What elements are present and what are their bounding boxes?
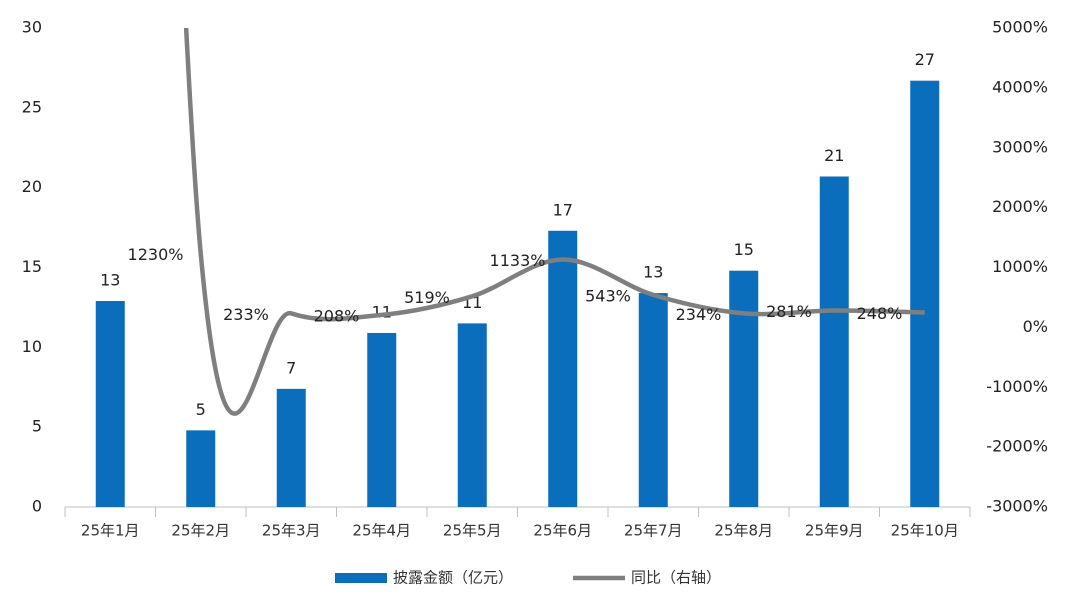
y-tick-label: 10	[22, 337, 42, 356]
y2-tick-label: 4000%	[992, 77, 1048, 96]
bar-value-label: 13	[643, 263, 663, 282]
bar	[276, 388, 306, 507]
y-tick-label: 5	[32, 417, 42, 436]
line-value-label: 248%	[857, 304, 903, 323]
line-value-label: 233%	[223, 305, 269, 324]
line-value-label: 1133%	[490, 251, 546, 270]
y2-tick-label: 3000%	[992, 137, 1048, 156]
bar	[457, 323, 487, 507]
x-tick-label: 25年5月	[443, 522, 502, 540]
x-tick-label: 25年6月	[533, 522, 592, 540]
y2-tick-label: 1000%	[992, 257, 1048, 276]
line-value-label: 1230%	[128, 245, 184, 264]
line-value-label: 234%	[676, 305, 722, 324]
bar	[367, 332, 397, 507]
x-tick-label: 25年8月	[714, 522, 773, 540]
legend-label: 披露金额（亿元）	[393, 569, 513, 587]
x-tick-label: 25年3月	[262, 522, 321, 540]
bar	[910, 80, 940, 507]
y-tick-label: 15	[22, 257, 42, 276]
bar-value-label: 17	[553, 200, 573, 219]
bar	[638, 293, 668, 507]
line-value-label: 208%	[314, 306, 360, 325]
line-value-label: 281%	[766, 302, 812, 321]
line-value-label: 543%	[585, 286, 631, 305]
y2-tick-label: 2000%	[992, 197, 1048, 216]
legend-label: 同比（右轴）	[631, 569, 721, 587]
x-tick-label: 25年2月	[171, 522, 230, 540]
y-tick-label: 20	[22, 177, 42, 196]
x-tick-label: 25年9月	[805, 522, 864, 540]
line-value-label: 519%	[404, 288, 450, 307]
bar-value-label: 27	[915, 50, 935, 69]
bar	[819, 176, 849, 508]
bar	[548, 230, 578, 507]
line	[183, 28, 925, 416]
x-tick-label: 25年7月	[624, 522, 683, 540]
bar-value-label: 5	[196, 400, 206, 419]
y2-tick-label: -3000%	[986, 497, 1048, 516]
bar-value-label: 21	[824, 146, 844, 165]
y-tick-label: 30	[22, 18, 42, 37]
x-tick-label: 25年4月	[352, 522, 411, 540]
y-tick-label: 0	[32, 497, 42, 516]
y2-tick-label: -2000%	[986, 437, 1048, 456]
bar	[95, 301, 125, 507]
x-tick-label: 25年1月	[81, 522, 140, 540]
bar	[729, 270, 759, 507]
bar-value-label: 15	[734, 240, 754, 259]
bar	[186, 430, 216, 507]
y2-tick-label: -1000%	[986, 377, 1048, 396]
y2-tick-label: 5000%	[992, 18, 1048, 37]
bar-value-label: 7	[286, 358, 296, 377]
y2-tick-label: 0%	[1023, 317, 1048, 336]
x-tick-label: 25年10月	[891, 522, 959, 540]
y-tick-label: 25	[22, 97, 42, 116]
legend-swatch	[335, 573, 387, 583]
bar-value-label: 13	[100, 271, 120, 290]
